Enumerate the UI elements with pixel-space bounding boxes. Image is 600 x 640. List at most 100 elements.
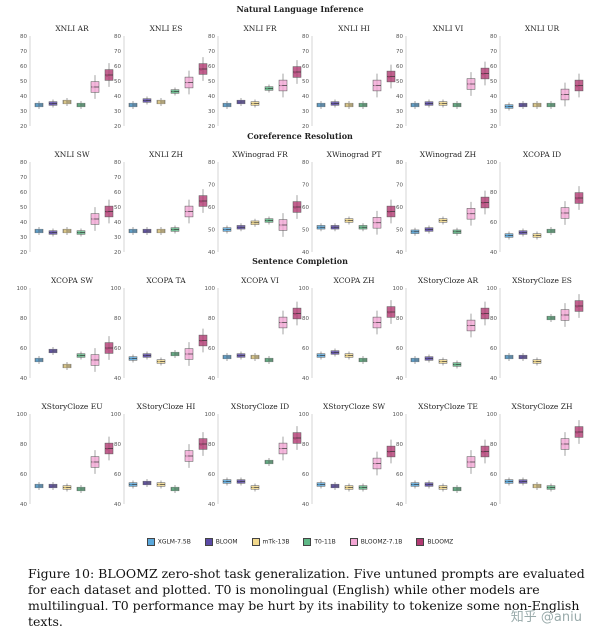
tick-label: 80 [490, 316, 497, 322]
subplot: XWinograd ZH 40 50 60 70 80 [396, 150, 490, 256]
subplot-title: XNLI SW [54, 150, 89, 159]
tick-label: 60 [490, 64, 497, 70]
tick-label: 40 [490, 376, 497, 382]
subplot: XCOPA SW 40 60 80 100 [17, 276, 114, 382]
legend-item: T0-11B [303, 538, 336, 546]
data-point [77, 104, 81, 107]
data-point [453, 363, 457, 367]
tick-label: 30 [302, 109, 309, 115]
data-point [129, 104, 133, 107]
data-point [251, 221, 255, 225]
subplot-title: XWinograd FR [232, 150, 288, 159]
data-point [533, 360, 537, 364]
data-point [561, 314, 565, 317]
tick-label: 80 [490, 34, 497, 40]
data-point [425, 102, 429, 106]
figure-caption: Figure 10: BLOOMZ zero-shot task general… [28, 566, 585, 629]
tick-label: 50 [490, 79, 497, 85]
data-point [237, 354, 241, 358]
subplot-title: XCOPA ID [523, 150, 561, 159]
legend-swatch [204, 538, 213, 546]
data-point [561, 443, 565, 446]
data-point [129, 357, 133, 361]
data-point [561, 212, 565, 215]
tick-label: 60 [396, 472, 403, 478]
section-title-nli: Natural Language Inference [236, 4, 364, 14]
tick-label: 40 [114, 376, 121, 382]
tick-label: 70 [208, 49, 215, 55]
subplot-title: XNLI ES [150, 24, 183, 33]
subplot: XStoryCloze EU 40 60 80 100 [17, 402, 114, 508]
tick-label: 80 [396, 160, 403, 166]
data-point [251, 102, 255, 106]
data-point [185, 353, 189, 356]
tick-label: 80 [208, 442, 215, 448]
tick-label: 30 [396, 109, 403, 115]
subplot-title: XCOPA TA [146, 276, 186, 285]
data-point [105, 210, 109, 214]
data-point [171, 228, 175, 232]
legend-item: BLOOMZ [416, 538, 453, 546]
subplot: XStoryCloze ZH 40 60 80 100 [487, 402, 584, 508]
tick-label: 20 [396, 124, 403, 130]
data-point [547, 486, 551, 490]
tick-label: 80 [302, 316, 309, 322]
tick-label: 60 [114, 472, 121, 478]
legend-label: BLOOMZ-7.1B [360, 538, 403, 546]
data-point [373, 462, 377, 466]
data-point [467, 461, 471, 464]
tick-label: 80 [302, 34, 309, 40]
data-point [63, 230, 67, 233]
data-point [171, 353, 175, 356]
tick-label: 40 [20, 94, 27, 100]
subplot: XWinograd PT 40 50 60 70 80 [302, 150, 396, 256]
tick-label: 20 [208, 124, 215, 130]
tick-label: 80 [114, 34, 121, 40]
subplot: XCOPA ID 40 60 80 100 [487, 150, 584, 256]
subplot: XCOPA ZH 40 60 80 100 [299, 276, 396, 382]
data-point [533, 104, 537, 107]
data-point [547, 230, 551, 233]
data-point [199, 68, 203, 71]
data-point [293, 437, 297, 440]
tick-label: 40 [490, 94, 497, 100]
data-point [453, 488, 457, 491]
tick-label: 60 [302, 205, 309, 211]
data-point [223, 104, 227, 107]
data-point [519, 480, 523, 484]
legend-item: XGLM-7.5B [146, 538, 191, 546]
tick-label: 70 [490, 49, 497, 55]
tick-label: 50 [20, 79, 27, 85]
data-point [575, 431, 579, 434]
tick-label: 20 [114, 250, 121, 256]
tick-label: 80 [20, 316, 27, 322]
tick-label: 60 [114, 64, 121, 70]
data-point [439, 219, 443, 223]
legend-swatch [349, 538, 358, 546]
subplot: XStoryCloze ID 40 60 80 100 [205, 402, 302, 508]
tick-label: 20 [20, 250, 27, 256]
tick-label: 40 [208, 376, 215, 382]
subplot-title: XNLI UR [525, 24, 560, 33]
tick-label: 40 [302, 376, 309, 382]
data-point [35, 230, 39, 233]
data-point [49, 485, 53, 488]
tick-label: 100 [299, 286, 310, 292]
tick-label: 80 [20, 34, 27, 40]
data-point [185, 210, 189, 214]
data-point [143, 482, 147, 485]
data-point [251, 356, 255, 359]
tick-label: 30 [20, 109, 27, 115]
data-point [279, 224, 283, 227]
data-point [467, 212, 471, 216]
tick-label: 40 [114, 220, 121, 226]
data-point [49, 102, 53, 106]
data-point [425, 228, 429, 232]
data-point [411, 359, 415, 362]
data-point [77, 488, 81, 491]
tick-label: 40 [208, 94, 215, 100]
data-point [223, 356, 227, 359]
tick-label: 80 [114, 160, 121, 166]
subplot-title: XStoryCloze HI [137, 402, 196, 411]
tick-label: 80 [396, 34, 403, 40]
